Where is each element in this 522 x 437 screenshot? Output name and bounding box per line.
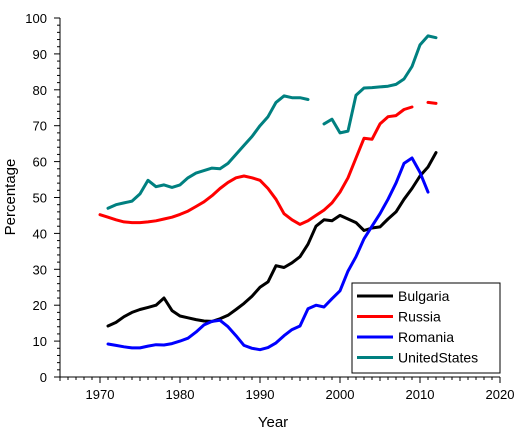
y-tick-label: 50 [33, 191, 47, 206]
x-axis-title: Year [258, 414, 288, 431]
legend-label-romania: Romania [398, 329, 454, 345]
series-group [98, 34, 438, 352]
legend-items: Bulgaria Russia Romania UnitedStates [357, 288, 478, 366]
series-line-romania [106, 156, 430, 352]
y-tick-label: 0 [40, 370, 47, 385]
series-unitedstates [106, 34, 438, 210]
series-line-russia [426, 100, 438, 105]
series-line-unitedstates [106, 94, 310, 210]
x-ticks: 1970 1980 1990 2000 2010 2020 [59, 377, 515, 402]
series-russia [98, 100, 438, 226]
y-tick-label: 80 [33, 83, 47, 98]
y-tick-label: 40 [33, 226, 47, 241]
axes: 1970 1980 1990 2000 2010 2020 0 10 20 30 40 50 60 70… [25, 11, 514, 402]
x-tick-label: 1990 [246, 387, 275, 402]
y-tick-label: 70 [33, 119, 47, 134]
legend-label-russia: Russia [398, 309, 441, 325]
y-tick-label: 10 [33, 334, 47, 349]
y-tick-label: 90 [33, 47, 47, 62]
series-line-russia [98, 105, 414, 226]
legend-label-unitedstates: UnitedStates [398, 350, 478, 366]
x-tick-label: 2020 [486, 387, 515, 402]
x-tick-label: 2010 [406, 387, 435, 402]
series-romania [106, 156, 430, 352]
x-tick-label: 2000 [326, 387, 355, 402]
x-tick-label: 1970 [86, 387, 115, 402]
y-axis-title: Percentage [2, 159, 19, 236]
legend-label-bulgaria: Bulgaria [398, 288, 450, 304]
y-tick-label: 100 [25, 11, 47, 26]
y-tick-label: 60 [33, 155, 47, 170]
y-tick-label: 20 [33, 298, 47, 313]
y-ticks: 0 10 20 30 40 50 60 70 80 90 100 [25, 11, 60, 385]
y-tick-label: 30 [33, 262, 47, 277]
series-bulgaria [106, 151, 438, 328]
x-tick-label: 1980 [166, 387, 195, 402]
series-line-bulgaria [106, 151, 438, 328]
series-line-unitedstates [322, 34, 438, 135]
legend: Bulgaria Russia Romania UnitedStates [351, 282, 501, 374]
